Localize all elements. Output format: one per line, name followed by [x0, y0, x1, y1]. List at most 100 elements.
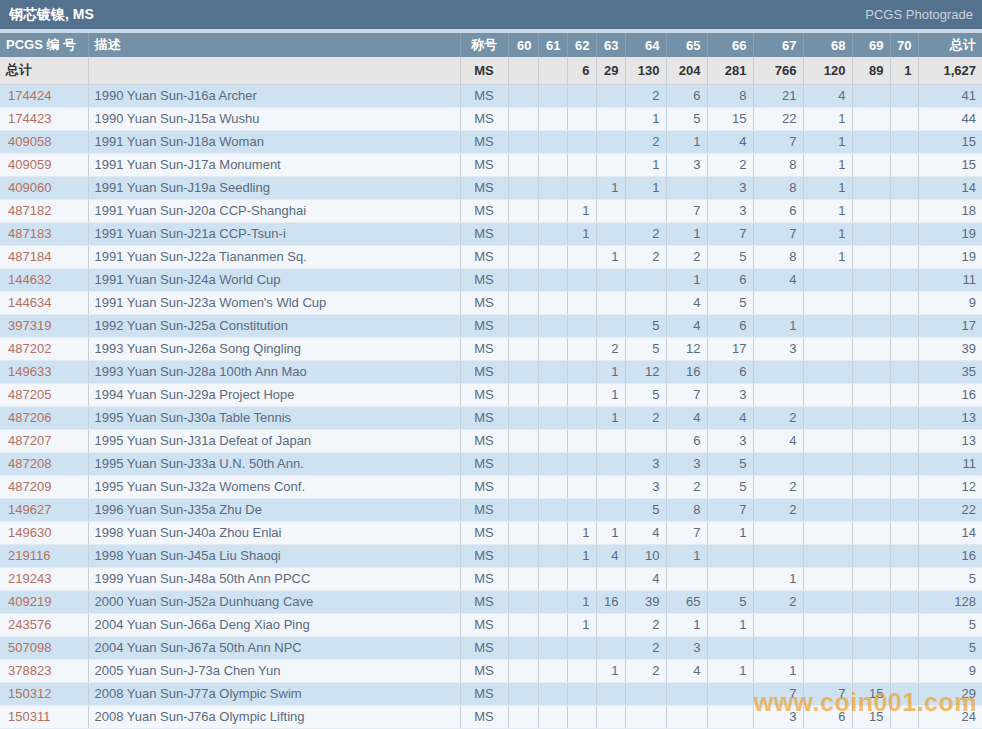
grade-60-cell — [508, 475, 538, 498]
pcgs-number-link[interactable]: 150311 — [0, 705, 88, 728]
grade-70-cell — [890, 314, 918, 337]
grade-70-cell — [890, 498, 918, 521]
grade-60-cell — [508, 84, 538, 107]
table-row: 2191161998 Yuan Sun-J45a Liu ShaoqiMS141… — [0, 544, 982, 567]
pcgs-number-link[interactable]: 487182 — [0, 199, 88, 222]
grade-69-cell — [852, 613, 890, 636]
pcgs-number-link[interactable]: 487202 — [0, 337, 88, 360]
table-row: 1503122008 Yuan Sun-J77a Olympic SwimMS7… — [0, 682, 982, 705]
grade-69-cell — [852, 222, 890, 245]
pcgs-number-link[interactable]: 150312 — [0, 682, 88, 705]
pcgs-number-link[interactable]: 243576 — [0, 613, 88, 636]
designation-cell: MS — [460, 659, 508, 682]
grade-68-cell: 1 — [803, 222, 852, 245]
table-row: 1496271996 Yuan Sun-J35a Zhu DeMS587222 — [0, 498, 982, 521]
pcgs-number-link[interactable]: 507098 — [0, 636, 88, 659]
pcgs-number-link[interactable]: 144634 — [0, 291, 88, 314]
grade-61-cell — [538, 199, 567, 222]
grade-68-cell: 1 — [803, 153, 852, 176]
pcgs-number-link[interactable]: 149627 — [0, 498, 88, 521]
grade-68-cell: 1 — [803, 130, 852, 153]
grade-66-cell: 6 — [707, 268, 753, 291]
table-row: 4090581991 Yuan Sun-J18a WomanMS2147115 — [0, 130, 982, 153]
grade-68-cell — [803, 521, 852, 544]
grade-70-cell — [890, 130, 918, 153]
description-cell: 1991 Yuan Sun-J17a Monument — [88, 153, 460, 176]
grade-70-cell — [890, 199, 918, 222]
grade-61-cell — [538, 314, 567, 337]
total-cell: 16 — [918, 383, 982, 406]
grade-63-cell: 1 — [596, 245, 625, 268]
grade-67-cell: 8 — [753, 176, 803, 199]
grade-62-cell: 1 — [567, 590, 596, 613]
table-row: 4871831991 Yuan Sun-J21a CCP-Tsun-iMS121… — [0, 222, 982, 245]
grade-69-cell — [852, 544, 890, 567]
description-cell: 1995 Yuan Sun-J31a Defeat of Japan — [88, 429, 460, 452]
pcgs-number-link[interactable]: 487209 — [0, 475, 88, 498]
grade-65-cell: 12 — [666, 337, 707, 360]
grade-64-cell: 2 — [625, 659, 666, 682]
pcgs-number-link[interactable]: 409060 — [0, 176, 88, 199]
table-row: 1446321991 Yuan Sun-J24a World CupMS1641… — [0, 268, 982, 291]
pcgs-number-link[interactable]: 378823 — [0, 659, 88, 682]
grade-63-cell — [596, 153, 625, 176]
total-cell: 22 — [918, 498, 982, 521]
pcgs-number-link[interactable]: 174423 — [0, 107, 88, 130]
grade-70-cell — [890, 567, 918, 590]
grade-64-cell: 5 — [625, 498, 666, 521]
column-header-60: 60 — [508, 33, 538, 57]
pcgs-number-link[interactable]: 487206 — [0, 406, 88, 429]
grade-61-cell — [538, 360, 567, 383]
grade-70-cell — [890, 452, 918, 475]
pcgs-number-link[interactable]: 409058 — [0, 130, 88, 153]
table-row: 4872071995 Yuan Sun-J31a Defeat of Japan… — [0, 429, 982, 452]
pcgs-number-link[interactable]: 219243 — [0, 567, 88, 590]
pcgs-number-link[interactable]: 409059 — [0, 153, 88, 176]
grade-60-cell — [508, 291, 538, 314]
grade-70-cell — [890, 268, 918, 291]
pcgs-number-link[interactable]: 487207 — [0, 429, 88, 452]
grade-64-cell: 4 — [625, 521, 666, 544]
pcgs-number-link[interactable]: 487205 — [0, 383, 88, 406]
pcgs-number-link[interactable]: 149630 — [0, 521, 88, 544]
grade-63-cell — [596, 268, 625, 291]
pcgs-number-link[interactable]: 174424 — [0, 84, 88, 107]
pcgs-number-link[interactable]: 149633 — [0, 360, 88, 383]
grade-60-cell — [508, 613, 538, 636]
grade-64-cell: 5 — [625, 383, 666, 406]
total-cell: 41 — [918, 84, 982, 107]
grade-61-cell — [538, 682, 567, 705]
grade-62-cell: 1 — [567, 613, 596, 636]
pcgs-photograde-link[interactable]: PCGS Photograde — [865, 7, 973, 22]
pcgs-number-link[interactable]: 219116 — [0, 544, 88, 567]
pcgs-number-link[interactable]: 487184 — [0, 245, 88, 268]
grade-62-cell: 1 — [567, 222, 596, 245]
grade-60-cell — [508, 130, 538, 153]
grade-63-cell: 1 — [596, 521, 625, 544]
grade-61-cell — [538, 245, 567, 268]
grade-68-cell: 1 — [803, 199, 852, 222]
total-cell: 5 — [918, 567, 982, 590]
grade-62-cell — [567, 705, 596, 728]
total-cell: 13 — [918, 429, 982, 452]
pcgs-number-link[interactable]: 144632 — [0, 268, 88, 291]
grade-62-cell — [567, 130, 596, 153]
table-row: 2435762004 Yuan Sun-J66a Deng Xiao PingM… — [0, 613, 982, 636]
grade-69-cell — [852, 498, 890, 521]
grade-60-cell — [508, 107, 538, 130]
pcgs-number-link[interactable]: 397319 — [0, 314, 88, 337]
total-cell: 5 — [918, 613, 982, 636]
grade-61-cell — [538, 590, 567, 613]
grade-66-cell: 5 — [707, 590, 753, 613]
total-cell: 24 — [918, 705, 982, 728]
grade-68-cell: 1 — [803, 176, 852, 199]
pcgs-number-link[interactable]: 487183 — [0, 222, 88, 245]
grade-70-cell — [890, 337, 918, 360]
total-cell: 9 — [918, 291, 982, 314]
pcgs-number-link[interactable]: 487208 — [0, 452, 88, 475]
description-cell: 2004 Yuan Sun-J66a Deng Xiao Ping — [88, 613, 460, 636]
grade-69-cell — [852, 291, 890, 314]
pcgs-number-link[interactable]: 409219 — [0, 590, 88, 613]
grade-61-cell — [538, 291, 567, 314]
grade-60-cell — [508, 199, 538, 222]
